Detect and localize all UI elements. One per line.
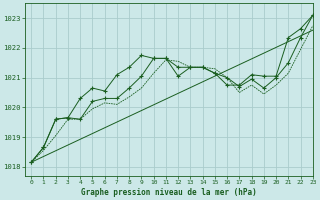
X-axis label: Graphe pression niveau de la mer (hPa): Graphe pression niveau de la mer (hPa)	[81, 188, 257, 197]
